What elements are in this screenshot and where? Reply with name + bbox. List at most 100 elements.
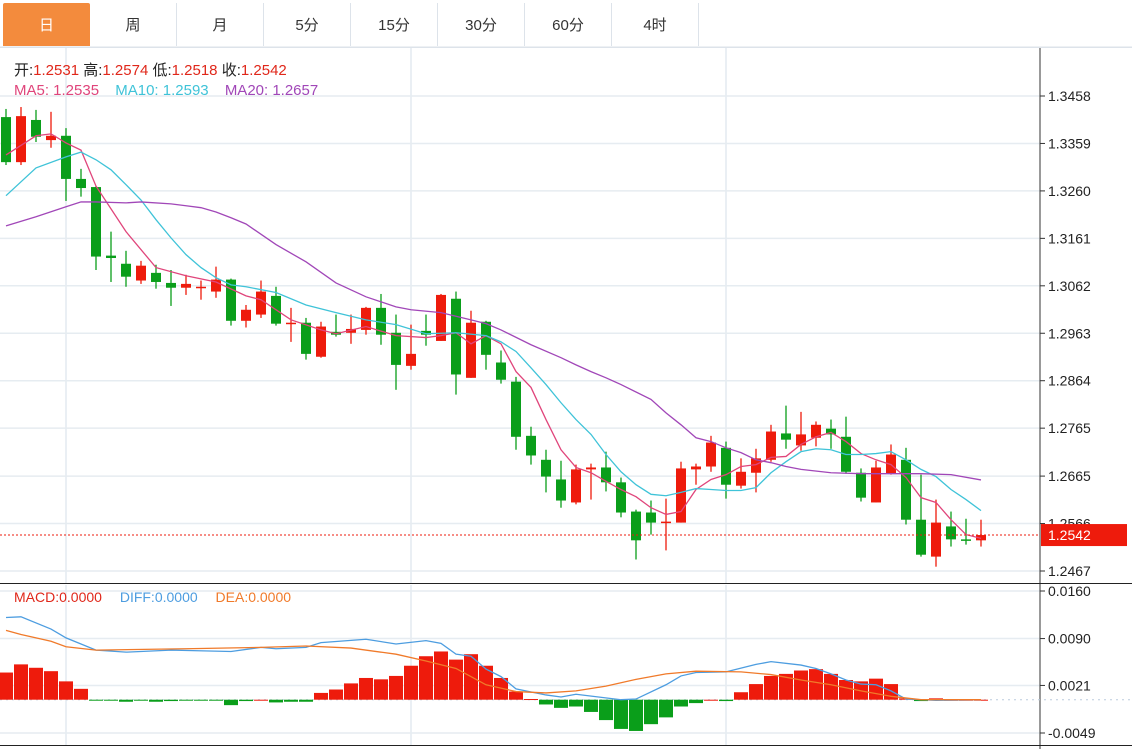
candle [901, 447, 911, 525]
candle-body [1, 117, 11, 163]
candle-body [946, 526, 956, 540]
candle-body [256, 291, 266, 315]
last-price-tag [1041, 524, 1127, 547]
candle [481, 320, 491, 370]
macd-histogram-bar [314, 692, 328, 700]
candle-body [616, 482, 626, 513]
macd-histogram-bar [59, 681, 73, 700]
candle [886, 444, 896, 475]
candle-body [466, 322, 476, 378]
tab-60min[interactable]: 60分 [525, 3, 612, 46]
candle [541, 449, 551, 493]
macd-histogram-bar [89, 699, 103, 701]
candle-body [196, 286, 206, 289]
open-value: 1.2531 [33, 62, 80, 79]
candle [106, 231, 116, 282]
candle-body [586, 467, 596, 470]
candle-body [871, 467, 881, 503]
macd-histogram-bar [239, 699, 253, 702]
candle-body [916, 519, 926, 555]
candle-body [46, 135, 56, 141]
candle [316, 321, 326, 358]
candle [751, 448, 761, 493]
candle [511, 376, 521, 450]
candle [91, 186, 101, 270]
price-axis-label: 1.2665 [1048, 468, 1091, 484]
macd-histogram-bar [0, 672, 13, 700]
macd-histogram-bar [869, 678, 883, 700]
candle-body [361, 307, 371, 330]
macd-histogram-bar [449, 659, 463, 700]
candle [496, 350, 506, 384]
candle [166, 269, 176, 306]
macd-histogram-bar [224, 699, 238, 706]
tab-4hour[interactable]: 4时 [612, 3, 699, 46]
macd-histogram-bar [389, 675, 403, 700]
macd-histogram-bar [419, 656, 433, 700]
macd-histogram-bar [374, 679, 388, 700]
macd-histogram-bar [539, 699, 553, 705]
ma20-value: MA20: 1.2657 [224, 82, 319, 99]
candle-body [376, 307, 386, 335]
tab-day[interactable]: 日 [3, 3, 90, 46]
candle [286, 307, 296, 342]
candle-body [16, 116, 26, 163]
candle-body [241, 309, 251, 321]
candle [16, 107, 26, 166]
candle-body [31, 119, 41, 137]
macd-histogram-bar [584, 699, 598, 712]
candle [646, 500, 656, 535]
candle-body [106, 255, 116, 259]
ma5-line [5, 133, 982, 540]
candle-body [691, 466, 701, 470]
candle [556, 460, 566, 508]
price-axis-label: 1.3161 [1048, 230, 1091, 246]
macd-histogram-bar [794, 670, 808, 700]
macd-histogram-bar [359, 677, 373, 700]
candle-body [736, 471, 746, 486]
macd-histogram-bar [479, 665, 493, 700]
macd-histogram-bar [44, 671, 58, 700]
macd-axis-label: 0.0021 [1048, 677, 1091, 693]
candle-body [526, 435, 536, 456]
candle-body [931, 522, 941, 557]
candle [1, 108, 11, 166]
tab-5min[interactable]: 5分 [264, 3, 351, 46]
ma10-line [5, 151, 982, 512]
candle-body [661, 521, 671, 524]
close-value: 1.2542 [240, 62, 287, 79]
candle [586, 463, 596, 500]
macd-histogram-bar [509, 691, 523, 700]
price-axis-label: 1.3260 [1048, 183, 1091, 199]
candle-body [286, 322, 296, 325]
tab-month[interactable]: 月 [177, 3, 264, 46]
candle-body [961, 539, 971, 541]
candle [721, 441, 731, 499]
open-label: 开: [14, 62, 34, 79]
price-axis-label: 1.2467 [1048, 563, 1091, 579]
candle [931, 499, 941, 567]
macd-histogram-bar [644, 699, 658, 725]
candle [961, 518, 971, 545]
candle-body [121, 263, 131, 277]
macd-histogram-bar [164, 699, 178, 702]
macd-histogram-bar [704, 699, 718, 701]
ma10-value: MA10: 1.2593 [115, 82, 209, 99]
macd-legend: MACD:0.0000 DIFF:0.0000 DEA:0.0000 [14, 589, 291, 605]
macd-axis-label: -0.0049 [1048, 725, 1096, 741]
candle-body [496, 362, 506, 380]
ohlc-legend: 开:1.2531 高:1.2574 低:1.2518 收:1.2542 [14, 59, 287, 80]
macd-histogram-bar [614, 699, 628, 729]
candle-body [796, 434, 806, 446]
candle-body [901, 459, 911, 520]
macd-histogram-bar [809, 669, 823, 700]
high-label: 高: [83, 62, 103, 79]
tab-30min[interactable]: 30分 [438, 3, 525, 46]
macd-axis-label: 0.0090 [1048, 631, 1091, 647]
macd-histogram-bar [74, 688, 88, 700]
macd-histogram-bar [14, 664, 28, 700]
macd-histogram-bar [284, 699, 298, 702]
tab-15min[interactable]: 15分 [351, 3, 438, 46]
tab-week[interactable]: 周 [90, 3, 177, 46]
